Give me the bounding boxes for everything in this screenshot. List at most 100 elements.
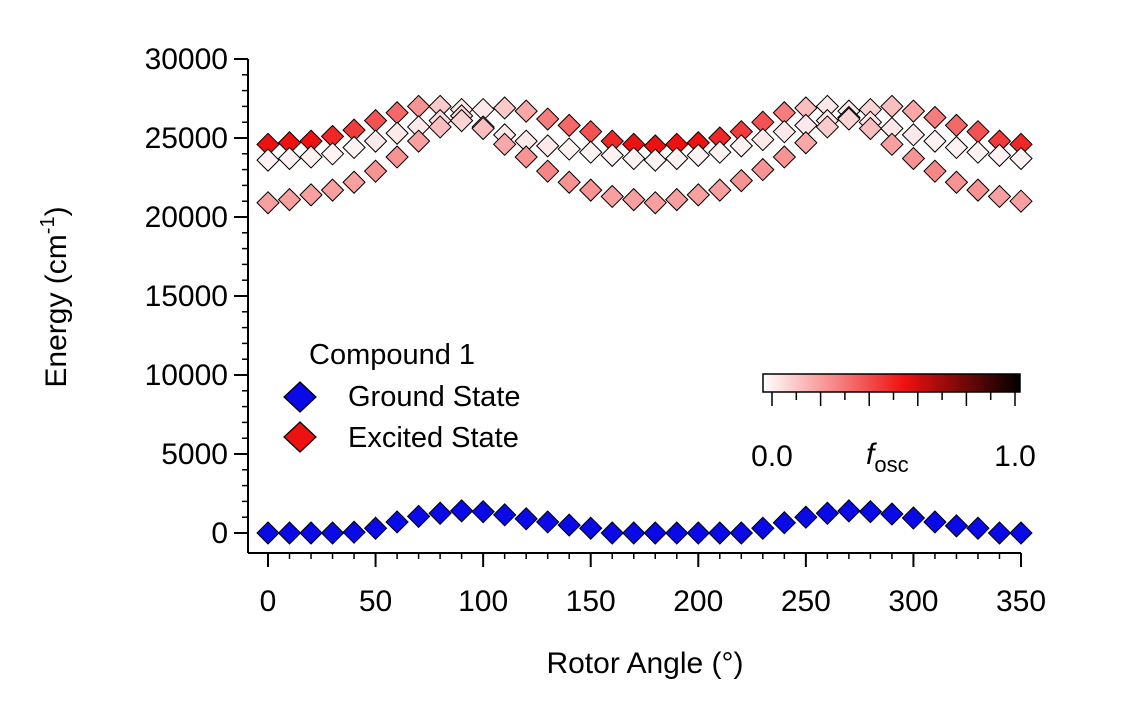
data-point bbox=[492, 503, 517, 527]
data-point bbox=[944, 135, 969, 160]
colorbar-gradient bbox=[762, 373, 1021, 393]
legend-marker-ground-state bbox=[283, 381, 317, 413]
data-point bbox=[665, 146, 689, 171]
data-point bbox=[772, 119, 797, 144]
data-point bbox=[600, 521, 624, 545]
data-point bbox=[363, 129, 388, 153]
data-point bbox=[256, 521, 280, 545]
data-point bbox=[514, 99, 538, 123]
data-point bbox=[880, 94, 904, 119]
data-point bbox=[794, 505, 818, 529]
data-point bbox=[385, 101, 409, 125]
data-point bbox=[471, 116, 495, 141]
data-point bbox=[622, 146, 646, 171]
data-point bbox=[363, 516, 388, 540]
data-point bbox=[966, 516, 990, 540]
y-tick-label: 25000 bbox=[145, 122, 228, 155]
x-tick-label: 200 bbox=[673, 585, 723, 618]
data-point bbox=[299, 145, 323, 169]
data-point bbox=[256, 191, 280, 215]
data-point bbox=[686, 521, 710, 545]
data-point bbox=[579, 119, 603, 144]
data-point bbox=[385, 510, 409, 534]
data-point bbox=[686, 143, 710, 168]
data-point bbox=[579, 140, 603, 164]
data-point bbox=[923, 510, 947, 534]
y-tick-label: 0 bbox=[211, 517, 228, 550]
y-tick-label: 20000 bbox=[145, 201, 228, 234]
data-point bbox=[837, 499, 861, 523]
data-point bbox=[557, 113, 581, 138]
x-axis-title: Rotor Angle (°) bbox=[546, 647, 743, 680]
x-tick-label: 300 bbox=[888, 585, 938, 618]
series-excited-state-3 bbox=[256, 107, 1033, 215]
data-point bbox=[299, 183, 323, 207]
colorbar-min-label: 0.0 bbox=[751, 440, 793, 473]
data-point bbox=[987, 184, 1012, 209]
data-point bbox=[535, 107, 560, 131]
data-point bbox=[923, 159, 947, 183]
data-point bbox=[858, 499, 883, 524]
data-point bbox=[385, 145, 409, 169]
colorbar-label-subscript: osc bbox=[874, 452, 908, 477]
data-point bbox=[901, 146, 926, 171]
x-tick-label: 100 bbox=[458, 585, 508, 618]
data-point bbox=[643, 521, 667, 545]
legend-label-excited-state: Excited State bbox=[348, 422, 519, 454]
data-point bbox=[363, 159, 388, 183]
data-point bbox=[320, 521, 345, 545]
data-point bbox=[406, 129, 431, 153]
data-point bbox=[772, 511, 797, 535]
data-point bbox=[622, 187, 646, 212]
data-point bbox=[923, 129, 947, 153]
data-point bbox=[406, 504, 431, 529]
y-axis-title: Energy (cm-1) bbox=[37, 206, 73, 387]
colorbar-label-main: f bbox=[866, 438, 877, 471]
y-tick-label: 10000 bbox=[145, 359, 228, 392]
axes: 0 5000 10000 15000 20000 25000 30000 0 50 100 150 2… bbox=[145, 43, 1046, 618]
data-point bbox=[686, 183, 710, 207]
data-point bbox=[901, 506, 926, 530]
data-point bbox=[535, 134, 560, 158]
y-axis-title-main: Energy (cm bbox=[40, 234, 73, 387]
y-tick-label: 15000 bbox=[145, 280, 228, 313]
data-point bbox=[471, 499, 495, 524]
data-point bbox=[449, 108, 474, 133]
data-point bbox=[406, 94, 431, 119]
data-point bbox=[514, 507, 538, 531]
data-point bbox=[880, 132, 904, 157]
data-point bbox=[944, 113, 969, 138]
data-point bbox=[966, 140, 990, 164]
data-point bbox=[966, 119, 990, 144]
data-point bbox=[987, 521, 1012, 545]
legend-title: Compound 1 bbox=[309, 339, 475, 371]
colorbar-max-label: 1.0 bbox=[994, 440, 1036, 473]
data-point bbox=[901, 99, 926, 123]
y-axis-title-superscript: -1 bbox=[37, 216, 59, 234]
data-point bbox=[729, 521, 754, 545]
data-point bbox=[579, 516, 603, 540]
data-point bbox=[729, 134, 754, 158]
data-point bbox=[966, 178, 990, 202]
data-point bbox=[277, 521, 302, 545]
data-point bbox=[342, 520, 366, 544]
data-point bbox=[385, 121, 409, 145]
data-point bbox=[579, 178, 603, 202]
data-point bbox=[600, 143, 624, 168]
data-point bbox=[600, 184, 624, 209]
data-point bbox=[729, 168, 754, 193]
data-point bbox=[1009, 189, 1033, 213]
data-point bbox=[708, 140, 732, 164]
colorbar: 0.0 1.0 fosc bbox=[751, 373, 1036, 477]
data-point bbox=[815, 501, 840, 525]
data-point bbox=[320, 178, 345, 202]
data-point bbox=[320, 142, 345, 166]
data-point bbox=[901, 123, 926, 147]
data-point bbox=[815, 115, 840, 139]
data-point bbox=[944, 170, 969, 194]
data-point bbox=[428, 115, 452, 139]
data-point bbox=[277, 146, 302, 171]
data-point bbox=[708, 178, 732, 202]
y-axis-title-close: ) bbox=[40, 206, 73, 216]
legend: Compound 1 Ground State Excited State bbox=[283, 339, 521, 454]
